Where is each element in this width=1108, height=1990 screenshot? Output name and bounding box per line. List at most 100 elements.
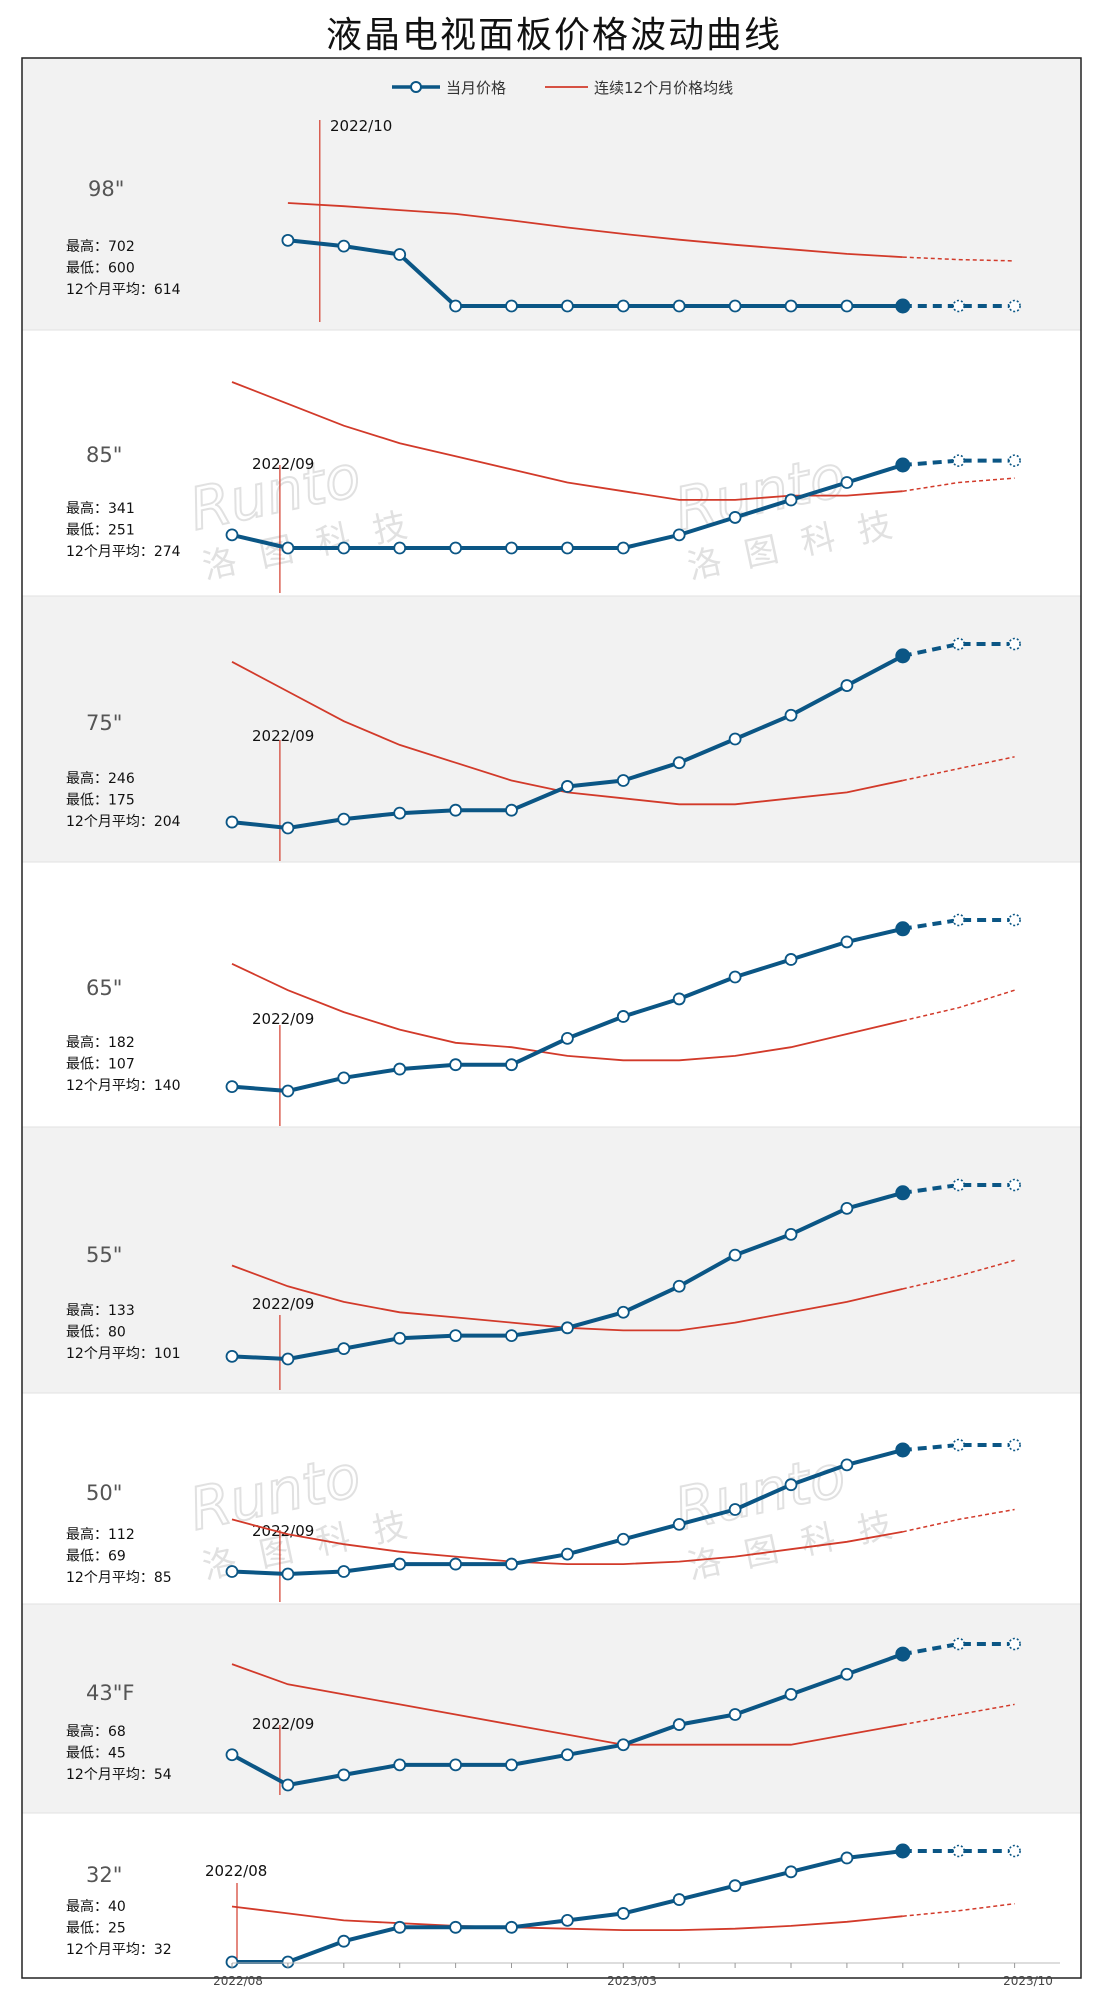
price-point xyxy=(337,1934,351,1948)
panel-size-label: 43"F xyxy=(86,1681,134,1705)
price-point-forecast xyxy=(1008,454,1021,467)
chart-frame xyxy=(21,57,1082,1979)
price-point-forecast xyxy=(1008,913,1021,927)
price-point-forecast xyxy=(952,913,966,927)
panel-size-label: 65" xyxy=(86,976,122,1000)
panel-background xyxy=(22,58,1081,330)
price-point xyxy=(393,806,407,820)
price-point-forecast xyxy=(1008,1844,1021,1858)
event-label: 2022/09 xyxy=(252,1715,314,1733)
price-point-forecast xyxy=(952,637,966,651)
panel-background xyxy=(22,862,1081,1127)
price-point xyxy=(505,1557,518,1571)
stat-high: 最高：341 xyxy=(66,500,135,517)
price-point xyxy=(728,511,742,524)
price-point-forecast xyxy=(1008,1178,1021,1192)
price-point xyxy=(281,233,295,247)
stat-high: 最高：246 xyxy=(66,770,135,787)
series-monthly-price-forecast xyxy=(902,458,1015,467)
price-point xyxy=(616,1738,630,1752)
price-point xyxy=(728,299,742,313)
legend-current-label: 当月价格 xyxy=(446,79,506,97)
price-point xyxy=(616,299,630,313)
stat-average: 12个月平均：204 xyxy=(66,814,181,830)
series-monthly-price-forecast xyxy=(902,1642,1015,1657)
stat-high: 最高：40 xyxy=(66,1898,126,1915)
price-point xyxy=(840,476,854,489)
panel-background xyxy=(22,596,1081,862)
price-point xyxy=(337,1071,351,1085)
price-point xyxy=(337,1342,351,1356)
stat-high: 最高：112 xyxy=(66,1526,135,1543)
panel-size-label: 75" xyxy=(86,711,122,735)
price-point xyxy=(672,1893,686,1906)
price-point xyxy=(728,732,742,746)
panel-size-label: 50" xyxy=(86,1481,122,1505)
price-point xyxy=(784,299,798,313)
series-monthly-price-forecast xyxy=(902,918,1015,931)
price-point xyxy=(616,1532,630,1546)
price-point xyxy=(728,1248,742,1262)
price-point xyxy=(784,953,798,966)
price-point-forecast xyxy=(952,299,966,313)
price-point xyxy=(225,528,239,542)
event-label: 2022/09 xyxy=(252,1295,314,1313)
price-point xyxy=(337,1768,351,1782)
legend-current-marker xyxy=(410,81,422,93)
price-point xyxy=(728,1879,742,1893)
price-point xyxy=(449,1557,463,1571)
price-point xyxy=(393,248,407,261)
price-point xyxy=(672,1279,686,1293)
price-point xyxy=(281,821,295,835)
event-label: 2022/09 xyxy=(252,727,314,745)
stat-average: 12个月平均：54 xyxy=(66,1767,172,1783)
panel-size-label: 85" xyxy=(86,443,122,467)
price-point xyxy=(505,1058,518,1072)
stat-average: 12个月平均：101 xyxy=(66,1346,181,1362)
price-point xyxy=(281,1084,295,1098)
price-point xyxy=(449,541,463,555)
price-point xyxy=(616,774,630,787)
price-point xyxy=(840,935,854,949)
stat-low: 最低：175 xyxy=(66,793,135,809)
price-point xyxy=(505,1920,518,1934)
price-point xyxy=(840,1201,854,1215)
price-point xyxy=(672,756,686,770)
series-12-month-average-forecast xyxy=(902,989,1015,1022)
price-point xyxy=(337,541,351,555)
price-point xyxy=(281,1352,295,1366)
price-point xyxy=(225,1080,239,1094)
event-label: 2022/08 xyxy=(205,1862,267,1880)
series-12-month-average-forecast xyxy=(902,1508,1015,1533)
price-point xyxy=(505,1758,518,1772)
event-label: 2022/09 xyxy=(252,1010,314,1028)
price-point xyxy=(616,1010,630,1023)
price-point xyxy=(449,299,463,313)
price-point xyxy=(616,1305,630,1319)
price-point-latest xyxy=(895,1185,911,1201)
stat-average: 12个月平均：614 xyxy=(66,282,181,298)
price-point xyxy=(672,992,686,1006)
price-point xyxy=(337,812,351,826)
price-point xyxy=(672,528,686,542)
panel-size-label: 98" xyxy=(88,177,124,201)
price-point xyxy=(281,1567,295,1581)
price-point xyxy=(616,1907,630,1920)
price-point xyxy=(840,1458,854,1472)
price-point-latest xyxy=(895,298,911,314)
price-point-forecast xyxy=(952,1844,966,1858)
event-label: 2022/09 xyxy=(252,455,314,473)
stat-high: 最高：702 xyxy=(66,238,135,255)
price-point-latest xyxy=(895,648,911,664)
price-point xyxy=(393,1920,407,1934)
panel-background xyxy=(22,1813,1081,1978)
price-point xyxy=(784,1227,798,1241)
price-point xyxy=(561,1547,574,1561)
panel-background xyxy=(22,1127,1081,1393)
price-point xyxy=(784,1687,798,1701)
price-point xyxy=(449,1920,463,1934)
event-label: 2022/10 xyxy=(330,117,392,135)
price-point-forecast xyxy=(952,454,966,467)
price-point xyxy=(505,1329,518,1343)
